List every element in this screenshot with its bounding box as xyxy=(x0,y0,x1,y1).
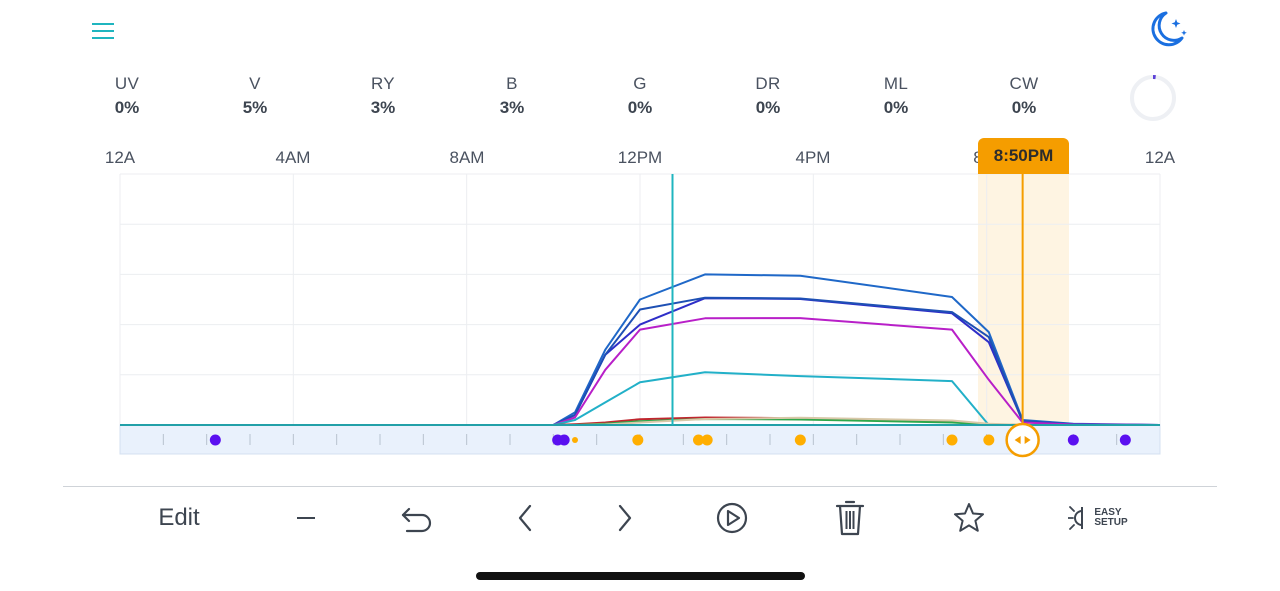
channel-value: 3% xyxy=(370,98,396,117)
channel-cw[interactable]: CW 0% xyxy=(984,74,1064,118)
time-label-12a-end: 12A xyxy=(1144,148,1176,167)
channel-dr[interactable]: DR 0% xyxy=(728,74,808,118)
delete-button[interactable] xyxy=(830,494,870,542)
channel-uv[interactable]: UV 0% xyxy=(87,74,167,118)
favorite-button[interactable] xyxy=(949,494,989,542)
channel-value: 0% xyxy=(883,98,909,117)
channel-name: B xyxy=(506,74,518,93)
schedule-point xyxy=(1067,434,1079,446)
light-schedule-chart[interactable] xyxy=(0,0,1280,480)
edit-button[interactable]: Edit xyxy=(158,504,200,531)
time-label-8am: 8AM xyxy=(449,148,485,167)
schedule-point xyxy=(572,437,578,443)
schedule-point xyxy=(946,434,958,446)
time-label-12pm: 12PM xyxy=(617,148,663,167)
channel-value: 5% xyxy=(242,98,268,117)
easy-setup-line2: SETUP xyxy=(1094,517,1128,528)
light-rays-icon xyxy=(1068,506,1084,530)
schedule-strip-ticks xyxy=(162,434,1118,445)
easy-setup-line1: EASY xyxy=(1094,507,1122,518)
undo-icon xyxy=(401,507,432,533)
trash-icon xyxy=(835,500,865,536)
channel-name: DR xyxy=(755,74,781,93)
channel-name: CW xyxy=(1009,74,1039,93)
series-line xyxy=(120,296,1161,426)
series-line xyxy=(120,317,1161,426)
minus-button[interactable] xyxy=(286,494,326,542)
channel-name: ML xyxy=(883,74,909,93)
schedule-points xyxy=(209,434,1131,446)
channel-ml[interactable]: ML 0% xyxy=(856,74,936,118)
night-mode-button[interactable] xyxy=(1144,8,1190,54)
channel-ry[interactable]: RY 3% xyxy=(343,74,423,118)
channel-value: 0% xyxy=(627,98,653,117)
schedule-point xyxy=(632,434,644,446)
hamburger-menu-icon xyxy=(92,23,114,39)
channel-value: 0% xyxy=(1011,98,1037,117)
play-circle-icon xyxy=(716,502,748,534)
channel-name: RY xyxy=(371,74,395,93)
left-right-arrows-icon xyxy=(1014,436,1031,444)
schedule-point xyxy=(693,434,704,446)
time-label-12a: 12A xyxy=(104,148,136,167)
schedule-point xyxy=(1119,434,1131,446)
channel-name: UV xyxy=(114,74,140,93)
selected-point-handle[interactable] xyxy=(1005,422,1040,458)
schedule-point xyxy=(983,434,995,446)
handle-ring[interactable] xyxy=(1005,422,1040,458)
channel-name: G xyxy=(633,74,647,93)
series-line xyxy=(120,273,1161,426)
toolbar-divider xyxy=(63,486,1217,487)
channel-b[interactable]: B 3% xyxy=(472,74,552,118)
channel-value: 3% xyxy=(499,98,525,117)
selected-time-badge[interactable]: 8:50PM xyxy=(978,138,1069,174)
star-icon xyxy=(954,503,984,532)
channel-value: 0% xyxy=(114,98,140,117)
schedule-point xyxy=(701,434,713,446)
channel-name: V xyxy=(249,74,261,93)
schedule-point xyxy=(794,434,806,446)
play-button[interactable] xyxy=(712,494,752,542)
chevron-right-icon xyxy=(618,504,632,532)
time-label-4am: 4AM xyxy=(275,148,311,167)
chevron-left-icon xyxy=(518,504,532,532)
menu-button[interactable] xyxy=(88,16,118,46)
undo-button[interactable] xyxy=(397,494,437,542)
easy-setup-button[interactable]: EASY SETUP xyxy=(1066,494,1130,542)
time-label-4pm: 4PM xyxy=(795,148,831,167)
schedule-point xyxy=(209,434,221,446)
next-button[interactable] xyxy=(604,494,644,542)
moon-stars-icon xyxy=(1151,11,1187,47)
channel-g[interactable]: G 0% xyxy=(600,74,680,118)
channel-v[interactable]: V 5% xyxy=(215,74,295,118)
minus-icon xyxy=(297,517,315,519)
home-indicator xyxy=(476,572,805,580)
previous-button[interactable] xyxy=(506,494,546,542)
channel-value: 0% xyxy=(755,98,781,117)
easy-setup-label: EASY SETUP xyxy=(1094,508,1127,528)
intensity-progress-ring xyxy=(1130,75,1176,121)
schedule-point xyxy=(558,434,570,446)
